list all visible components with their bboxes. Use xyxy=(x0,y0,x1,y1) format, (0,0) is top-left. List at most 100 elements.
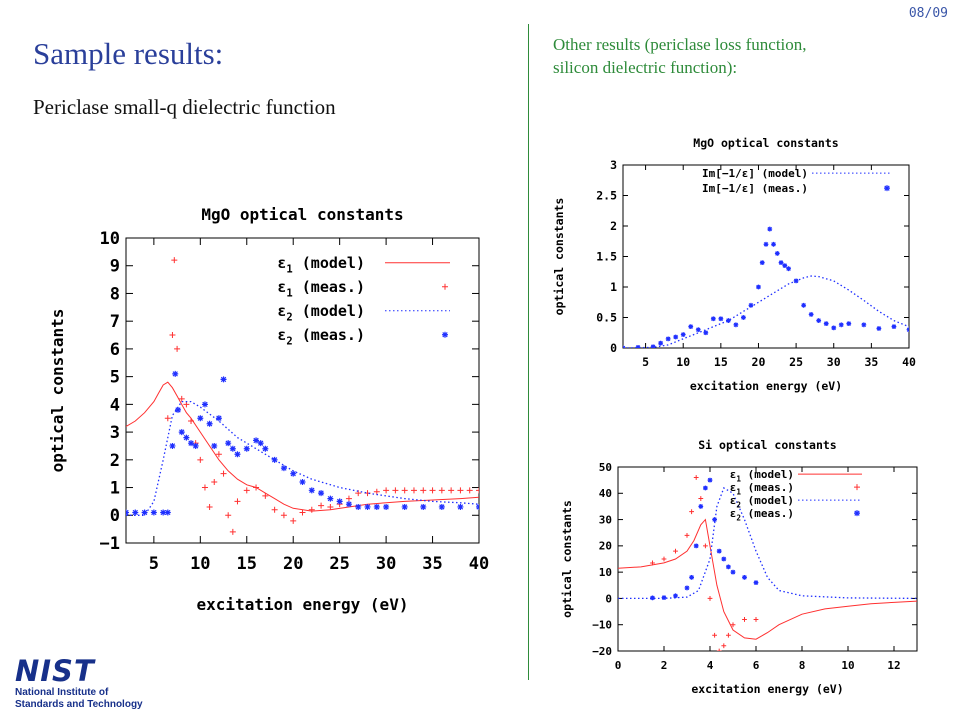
data-point xyxy=(420,487,427,494)
data-point xyxy=(693,543,699,549)
data-point xyxy=(876,326,882,331)
legend-label: ε1 (model) xyxy=(277,254,365,276)
y-tick-label: 40 xyxy=(599,487,612,500)
x-tick-label: 25 xyxy=(329,554,349,574)
data-point xyxy=(169,442,176,449)
data-point xyxy=(201,401,208,408)
x-tick-label: 10 xyxy=(841,659,854,672)
x-tick-label: 40 xyxy=(902,355,916,369)
data-point xyxy=(650,344,656,348)
data-point xyxy=(778,260,784,265)
data-point xyxy=(658,340,664,346)
x-tick-label: 4 xyxy=(707,659,714,672)
x-tick-label: 0 xyxy=(615,659,622,672)
data-point xyxy=(220,376,227,383)
right-heading: Other results (periclase loss function, … xyxy=(553,33,893,79)
data-point xyxy=(716,548,722,554)
data-point xyxy=(215,451,222,458)
data-point xyxy=(220,470,227,477)
x-tick-label: 30 xyxy=(827,355,841,369)
y-tick-label: 9 xyxy=(110,257,120,277)
data-point xyxy=(383,503,390,510)
data-point xyxy=(756,284,761,290)
data-point xyxy=(299,509,306,516)
x-axis-label: excitation energy (eV) xyxy=(691,682,843,696)
data-point xyxy=(345,501,352,508)
data-point xyxy=(891,324,897,330)
data-point xyxy=(171,257,178,264)
data-point xyxy=(169,332,176,339)
series-line-0 xyxy=(126,381,479,512)
y-tick-label: −20 xyxy=(592,645,612,658)
data-point xyxy=(392,487,399,494)
plot-frame xyxy=(617,466,918,652)
data-point xyxy=(730,622,736,628)
data-point xyxy=(290,517,297,524)
data-point xyxy=(753,580,759,586)
y-tick-label: 2 xyxy=(110,451,120,471)
x-tick-label: 6 xyxy=(753,659,760,672)
data-point xyxy=(174,345,181,352)
data-point xyxy=(774,251,780,256)
data-point xyxy=(730,569,736,575)
data-point xyxy=(253,437,260,444)
right-heading-line1: Other results (periclase loss function, xyxy=(553,35,807,54)
x-tick-label: 10 xyxy=(190,554,210,574)
data-point xyxy=(782,263,788,269)
data-point xyxy=(823,321,829,326)
slide-title: Sample results: xyxy=(33,36,224,71)
data-point xyxy=(280,465,287,472)
y-tick-label: 50 xyxy=(599,461,612,474)
data-point xyxy=(225,512,232,519)
x-tick-label: 12 xyxy=(887,659,900,672)
chart-title: MgO optical constants xyxy=(201,205,403,224)
data-point xyxy=(160,509,167,516)
data-point xyxy=(132,509,139,516)
x-tick-label: 15 xyxy=(714,355,728,369)
nist-logo: NIST National Institute of Standards and… xyxy=(15,656,155,712)
data-point xyxy=(448,487,455,494)
data-point xyxy=(308,487,315,494)
data-point xyxy=(721,643,727,649)
data-point xyxy=(650,595,655,601)
page-number: 08/09 xyxy=(908,6,948,21)
data-point xyxy=(211,442,218,449)
data-point xyxy=(234,498,241,505)
data-point xyxy=(861,322,867,328)
data-point xyxy=(742,575,747,580)
data-point xyxy=(753,617,759,622)
data-point xyxy=(703,543,708,549)
y-tick-label: −10 xyxy=(592,619,612,632)
data-point xyxy=(726,632,731,638)
data-point xyxy=(742,617,747,622)
x-tick-label: 20 xyxy=(752,355,766,369)
data-point xyxy=(164,415,171,422)
legend-label: ε1 (meas.) xyxy=(730,481,794,496)
data-point xyxy=(183,434,190,441)
data-point xyxy=(707,477,713,483)
y-tick-label: 2 xyxy=(610,219,617,233)
data-point xyxy=(854,484,860,491)
data-point xyxy=(234,451,241,458)
y-tick-label: 6 xyxy=(110,340,120,360)
data-point xyxy=(201,484,208,491)
data-point xyxy=(257,440,264,447)
legend-label: Im[−1/ε] (meas.) xyxy=(702,182,808,195)
legend-label: ε2 (model) xyxy=(730,494,794,509)
data-point xyxy=(689,575,694,580)
plot-area xyxy=(623,226,909,348)
chart-si-dielectric: 0 2 4 6 8 10 12 −20 −10 0 10 20 30 40 50 Si optical con… xyxy=(558,433,930,703)
data-point xyxy=(438,487,445,494)
data-point xyxy=(243,445,250,452)
data-point xyxy=(831,325,837,331)
x-tick-label: 2 xyxy=(661,659,668,672)
series-line-0 xyxy=(623,275,909,348)
chart-mgo-loss: 5 10 15 20 25 30 35 40 0 0.5 1 1.5 2 2.5 3 MgO optical … xyxy=(550,132,932,402)
data-point xyxy=(703,485,708,491)
data-point xyxy=(707,596,713,601)
data-point xyxy=(141,509,148,516)
legend-label: ε2 (model) xyxy=(277,302,365,324)
data-point xyxy=(225,440,232,447)
data-point xyxy=(308,506,315,513)
y-tick-label: 10 xyxy=(599,566,612,579)
